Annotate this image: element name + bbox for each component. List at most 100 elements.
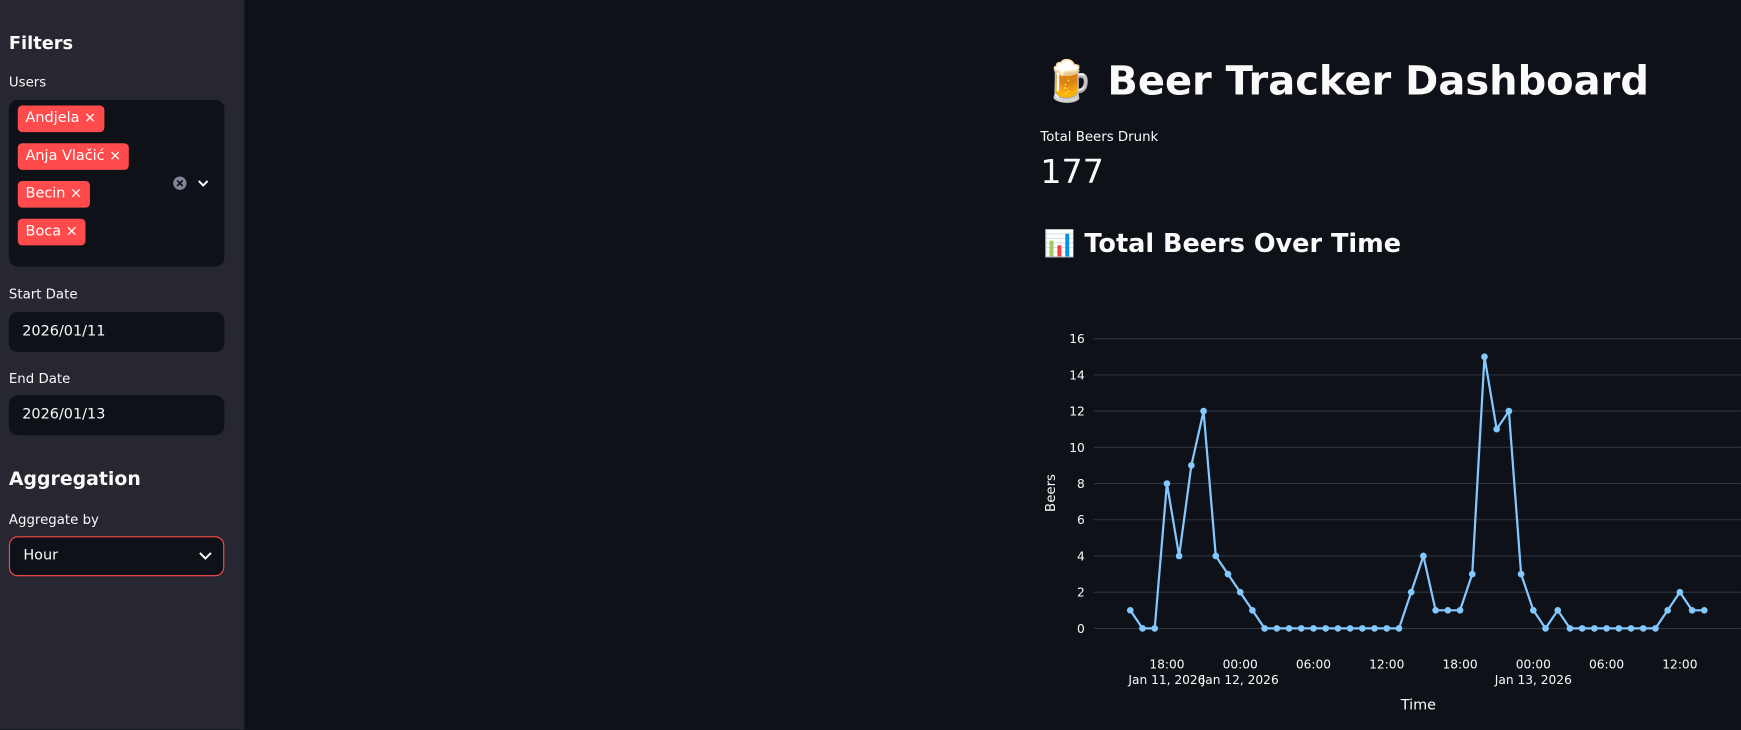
y-tick-label: 2: [1077, 586, 1085, 600]
x-tick-date: Jan 11, 2026: [1127, 673, 1205, 687]
aggregate-value: Hour: [23, 547, 59, 565]
data-point: [1285, 625, 1293, 632]
data-point: [1212, 552, 1220, 560]
users-multiselect[interactable]: Andjela × Anja Vlačić × Becin × Boca ×: [8, 99, 225, 267]
data-line: [1129, 356, 1705, 631]
y-tick-label: 8: [1077, 477, 1085, 491]
y-tick-label: 14: [1069, 368, 1085, 382]
data-point: [1371, 625, 1378, 632]
y-axis-title: Beers: [1044, 474, 1059, 512]
x-tick-label: 18:00: [1149, 657, 1184, 671]
sidebar-title: Filters: [8, 32, 74, 54]
data-point: [1359, 625, 1366, 632]
y-tick-label: 10: [1069, 441, 1085, 455]
user-tag[interactable]: Boca ×: [17, 218, 86, 246]
end-date-label: End Date: [8, 370, 71, 387]
sidebar: Filters Users Andjela × Anja Vlačić × Becin ×…: [0, 0, 245, 730]
remove-icon[interactable]: ×: [69, 185, 83, 203]
data-point: [1224, 570, 1232, 578]
remove-icon[interactable]: ×: [84, 109, 97, 127]
x-tick-date: Jan 13, 2026: [1494, 673, 1572, 687]
metric-label: Total Beers Drunk: [1040, 128, 1159, 145]
y-tick-label: 0: [1077, 622, 1085, 636]
data-point: [1188, 462, 1195, 469]
data-point: [1236, 588, 1244, 596]
user-tag[interactable]: Anja Vlačić ×: [17, 143, 130, 170]
data-point: [1468, 570, 1476, 578]
y-tick-label: 12: [1069, 405, 1085, 419]
user-tag[interactable]: Andjela ×: [17, 105, 104, 133]
end-date-input[interactable]: 2026/01/13: [8, 395, 225, 436]
data-point: [1652, 625, 1659, 632]
data-point: [1505, 407, 1513, 415]
data-point: [1346, 625, 1354, 632]
data-point: [1310, 625, 1317, 632]
data-point: [1603, 625, 1610, 632]
data-point: [1163, 480, 1171, 487]
user-tag[interactable]: Becin ×: [17, 180, 90, 208]
data-point: [1126, 606, 1134, 614]
data-point: [1481, 353, 1488, 361]
x-tick-label: 12:00: [1369, 657, 1404, 671]
data-point: [1615, 625, 1623, 632]
x-tick-label: 18:00: [1442, 657, 1477, 671]
users-label: Users: [8, 74, 47, 90]
data-point: [1261, 625, 1268, 632]
data-point: [1456, 606, 1464, 614]
data-point: [1175, 552, 1183, 560]
data-point: [1554, 606, 1562, 614]
x-tick-label: 00:00: [1516, 657, 1551, 671]
data-point: [1200, 407, 1207, 415]
y-tick-label: 16: [1069, 332, 1085, 346]
chart-title: 📊 Total Beers Over Time: [1043, 229, 1402, 259]
page-title: 🍺 Beer Tracker Dashboard: [1043, 58, 1649, 105]
aggregation-title: Aggregation: [8, 468, 141, 491]
data-point: [1334, 625, 1342, 632]
data-point: [1578, 625, 1586, 632]
metric-value: 177: [1040, 153, 1104, 193]
aggregate-select[interactable]: Hour: [8, 536, 225, 577]
data-point: [1297, 625, 1305, 632]
data-point: [1322, 625, 1330, 632]
data-point: [1566, 625, 1574, 632]
user-name: Anja Vlačić: [25, 147, 105, 165]
remove-icon[interactable]: ×: [65, 223, 78, 240]
data-point: [1493, 425, 1501, 433]
data-point: [1542, 625, 1549, 632]
user-name: Andjela: [25, 109, 80, 127]
data-point: [1700, 606, 1708, 614]
data-point: [1639, 625, 1647, 632]
data-point: [1444, 606, 1452, 614]
data-point: [1627, 625, 1635, 632]
y-tick-label: 4: [1077, 549, 1085, 563]
data-point: [1273, 625, 1281, 632]
user-name: Boca: [25, 223, 62, 240]
data-point: [1383, 625, 1391, 632]
data-point: [1420, 552, 1427, 560]
x-axis-title: Time: [1400, 697, 1436, 713]
data-point: [1664, 606, 1672, 614]
start-date-label: Start Date: [8, 286, 78, 303]
aggregate-label: Aggregate by: [8, 511, 99, 528]
data-point: [1517, 570, 1525, 578]
data-point: [1249, 606, 1256, 614]
remove-icon[interactable]: ×: [109, 147, 122, 165]
data-point: [1395, 625, 1403, 632]
dropdown-arrow: [199, 552, 212, 560]
data-point: [1529, 606, 1537, 614]
multiselect-controls: [173, 176, 209, 190]
data-point: [1676, 588, 1684, 596]
x-tick-label: 06:00: [1296, 657, 1331, 671]
y-tick-label: 6: [1077, 513, 1085, 527]
start-date-input[interactable]: 2026/01/11: [8, 311, 225, 352]
data-point: [1139, 625, 1146, 632]
x-tick-label: 06:00: [1589, 657, 1624, 671]
data-point: [1688, 606, 1696, 614]
x-tick-label: 00:00: [1223, 657, 1258, 671]
data-point: [1432, 606, 1439, 614]
user-name: Becin: [25, 185, 66, 203]
x-tick-date: Jan 12, 2026: [1201, 673, 1279, 687]
